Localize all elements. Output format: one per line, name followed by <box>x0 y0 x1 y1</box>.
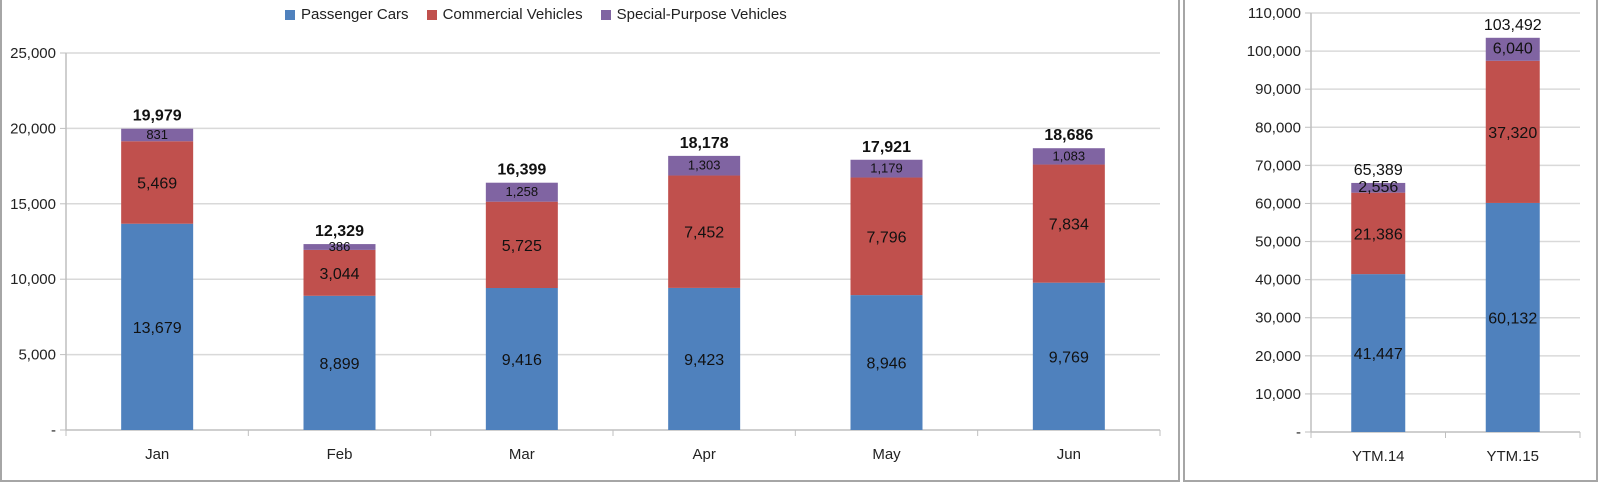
x-tick-label: Jun <box>1057 446 1081 463</box>
bar-segment <box>303 249 376 296</box>
total-label: 12,329 <box>315 223 364 240</box>
y-tick-label: 30,000 <box>1255 310 1301 327</box>
y-tick-label: 10,000 <box>1255 386 1301 403</box>
total-label: 103,492 <box>1484 17 1542 34</box>
total-label: 16,399 <box>497 162 546 179</box>
bar-segment <box>1351 182 1406 193</box>
data-label: 13,679 <box>133 320 182 337</box>
data-label: 5,469 <box>137 175 177 192</box>
y-tick-label: 10,000 <box>10 271 56 288</box>
y-tick-label: 5,000 <box>18 347 56 364</box>
data-label: 3,044 <box>319 266 359 283</box>
data-label: 1,258 <box>506 184 539 199</box>
x-tick-label: Mar <box>509 446 535 463</box>
y-tick-label: 100,000 <box>1247 43 1301 60</box>
bar-segment <box>485 288 558 430</box>
data-label: 7,834 <box>1049 217 1089 234</box>
bar-segment <box>668 155 741 176</box>
bar-segment <box>303 295 376 430</box>
data-label: 7,796 <box>866 229 906 246</box>
ytm-chart-frame <box>1183 0 1598 482</box>
y-tick-label: - <box>1296 424 1301 441</box>
x-tick-label: YTM.15 <box>1486 448 1539 465</box>
data-label: 60,132 <box>1488 310 1537 327</box>
total-label: 17,921 <box>862 139 911 156</box>
bar-segment <box>1032 164 1105 283</box>
bar-segment <box>485 182 558 202</box>
bar-segment <box>1032 282 1105 430</box>
data-label: 9,423 <box>684 352 724 369</box>
total-label: 18,178 <box>680 135 729 152</box>
legend-swatch <box>285 9 295 20</box>
bar-segment <box>668 287 741 430</box>
bar-segment <box>1351 274 1406 432</box>
data-label: 8,946 <box>866 356 906 373</box>
x-tick-label: Apr <box>692 446 715 463</box>
y-tick-label: 90,000 <box>1255 81 1301 98</box>
data-label: 2,556 <box>1358 179 1398 196</box>
bar-segment <box>1485 37 1540 61</box>
data-label: 9,416 <box>502 352 542 369</box>
y-tick-label: 20,000 <box>10 120 56 137</box>
data-label: 8,899 <box>319 356 359 373</box>
data-label: 41,447 <box>1354 346 1403 363</box>
data-label: 5,725 <box>502 238 542 255</box>
legend-item-special-purpose-vehicles: Special-Purpose Vehicles <box>600 6 787 23</box>
total-label: 65,389 <box>1354 162 1403 179</box>
y-tick-label: 50,000 <box>1255 234 1301 251</box>
y-tick-label: 80,000 <box>1255 119 1301 136</box>
data-label: 386 <box>329 239 351 254</box>
data-label: 37,320 <box>1488 125 1537 142</box>
legend-label: Special-Purpose Vehicles <box>616 6 787 23</box>
y-tick-label: 25,000 <box>10 45 56 62</box>
bar-segment <box>121 141 194 224</box>
bar-segment <box>1485 202 1540 432</box>
legend-label: Commercial Vehicles <box>442 6 583 23</box>
legend-item-commercial-vehicles: Commercial Vehicles <box>426 6 583 23</box>
legend: Passenger Cars Commercial Vehicles Speci… <box>285 6 787 23</box>
x-tick-label: May <box>872 446 901 463</box>
bar-segment <box>1351 192 1406 275</box>
monthly-chart-frame <box>0 0 1180 482</box>
y-tick-label: 40,000 <box>1255 272 1301 289</box>
total-label: 19,979 <box>133 108 182 125</box>
bar-segment <box>1032 148 1105 165</box>
data-label: 9,769 <box>1049 349 1089 366</box>
bar-segment <box>121 223 194 430</box>
data-label: 1,179 <box>870 161 903 176</box>
data-label: 1,083 <box>1053 148 1086 163</box>
y-tick-label: 15,000 <box>10 196 56 213</box>
legend-item-passenger-cars: Passenger Cars <box>285 6 409 23</box>
data-label: 831 <box>146 127 168 142</box>
bar-segment <box>850 159 923 178</box>
data-label: 21,386 <box>1354 226 1403 243</box>
y-tick-label: 110,000 <box>1248 5 1301 22</box>
x-tick-label: Jan <box>145 446 169 463</box>
y-tick-label: 20,000 <box>1255 348 1301 365</box>
total-label: 18,686 <box>1044 127 1093 144</box>
legend-label: Passenger Cars <box>301 6 409 23</box>
data-label: 6,040 <box>1493 40 1533 57</box>
data-label: 7,452 <box>684 225 724 242</box>
x-tick-label: YTM.14 <box>1352 448 1405 465</box>
bar-segment <box>850 295 923 430</box>
bar-segment <box>485 201 558 289</box>
x-tick-label: Feb <box>327 446 353 463</box>
bar-segment <box>850 177 923 296</box>
y-tick-label: 60,000 <box>1255 195 1301 212</box>
bar-segment <box>668 175 741 288</box>
legend-swatch <box>600 9 611 20</box>
bar-segment <box>303 244 376 250</box>
data-label: 1,303 <box>688 158 721 173</box>
legend-swatch <box>426 9 437 20</box>
y-tick-label: - <box>51 422 56 439</box>
bar-segment <box>1485 60 1540 203</box>
bar-segment <box>121 128 194 142</box>
y-tick-label: 70,000 <box>1255 157 1301 174</box>
